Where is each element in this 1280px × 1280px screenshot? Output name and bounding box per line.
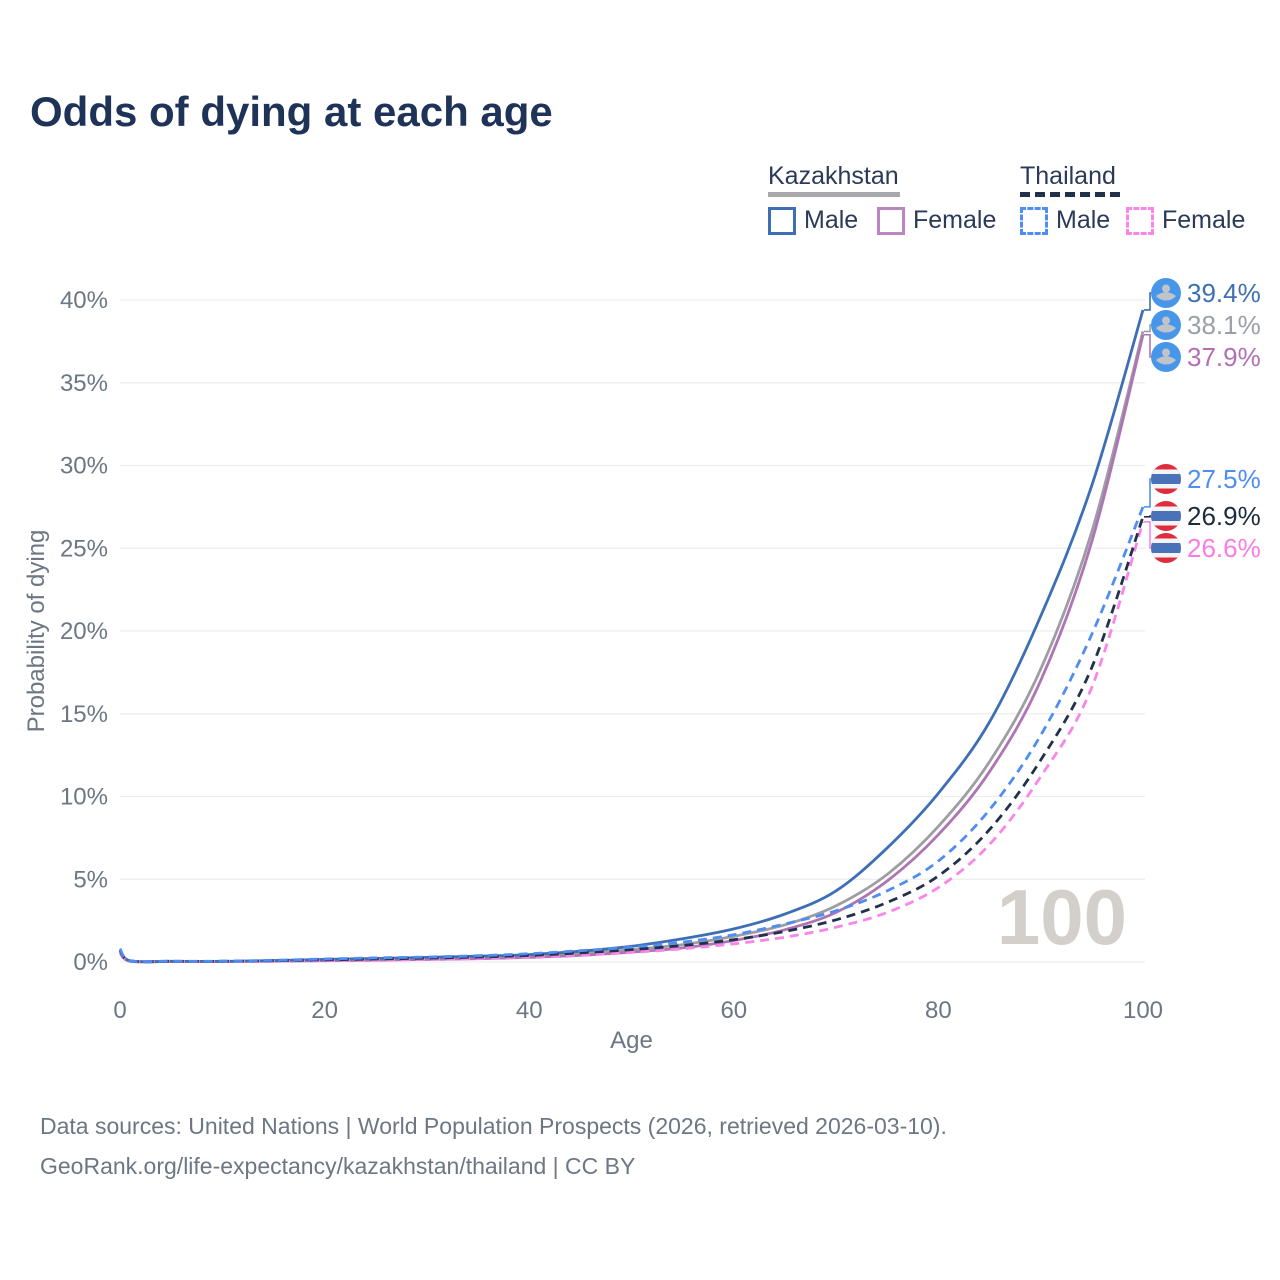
x-tick-label: 60 — [720, 997, 747, 1024]
legend-group-thailand: Thailand — [1020, 162, 1116, 190]
end-value-label-thailand-female: 26.6% — [1187, 533, 1261, 563]
series-line-thailand-female — [118, 521, 1145, 964]
thailand-flag-icon — [1151, 464, 1181, 494]
series-line-thailand-male — [118, 506, 1145, 964]
series-line-thailand-total — [118, 516, 1145, 964]
thailand-male-swatch-icon — [1020, 206, 1048, 235]
y-tick-label: 40% — [60, 287, 108, 314]
y-tick-label: 0% — [73, 949, 108, 976]
x-tick-label: 0 — [113, 997, 126, 1024]
kazakhstan-flag-icon — [1151, 278, 1181, 308]
y-axis-title: Probability of dying — [23, 530, 50, 733]
x-tick-label: 20 — [311, 997, 338, 1024]
legend-item-label: Male — [1056, 206, 1111, 234]
legend-item-kazakhstan-female[interactable]: Female — [877, 206, 996, 235]
kazakhstan-female-swatch-icon — [877, 206, 905, 235]
series-line-kazakhstan-female — [118, 334, 1145, 964]
legend-line-sample-thailand — [1020, 192, 1120, 197]
end-value-label-thailand-total: 26.9% — [1187, 501, 1261, 531]
legend-item-thailand-male[interactable]: Male — [1020, 206, 1110, 235]
y-tick-label: 20% — [60, 618, 108, 645]
x-tick-label: 40 — [516, 997, 543, 1024]
attribution-text: GeoRank.org/life-expectancy/kazakhstan/t… — [40, 1153, 636, 1179]
x-axis-title: Age — [610, 1027, 653, 1054]
y-tick-label: 10% — [60, 784, 108, 811]
x-tick-label: 100 — [1123, 997, 1163, 1024]
legend-item-thailand-female[interactable]: Female — [1126, 206, 1245, 235]
y-tick-label: 35% — [60, 370, 108, 397]
end-value-label-kazakhstan-female: 37.9% — [1187, 342, 1261, 372]
legend-item-label: Male — [804, 206, 859, 234]
end-value-label-thailand-male: 27.5% — [1187, 464, 1261, 494]
series-line-kazakhstan-male — [118, 309, 1145, 964]
legend-item-kazakhstan-male[interactable]: Male — [768, 206, 858, 235]
end-value-label-kazakhstan-male: 39.4% — [1187, 278, 1261, 308]
y-tick-label: 5% — [73, 866, 108, 893]
legend-group-kazakhstan: Kazakhstan — [768, 162, 899, 190]
legend-item-label: Female — [1162, 206, 1246, 234]
y-tick-label: 25% — [60, 535, 108, 562]
chart-title: Odds of dying at each age — [30, 88, 553, 135]
watermark-age: 100 — [997, 873, 1127, 961]
series-line-kazakhstan-total — [118, 331, 1145, 964]
thailand-flag-icon — [1151, 533, 1181, 563]
footer: Data sources: United Nations | World Pop… — [40, 1106, 947, 1186]
legend-line-sample-kazakhstan — [768, 192, 900, 197]
kazakhstan-flag-icon — [1151, 342, 1181, 372]
thailand-female-swatch-icon — [1126, 206, 1154, 235]
data-sources-text: Data sources: United Nations | World Pop… — [40, 1113, 947, 1139]
kazakhstan-male-swatch-icon — [768, 206, 796, 235]
legend-item-label: Female — [913, 206, 997, 234]
kazakhstan-flag-icon — [1151, 310, 1181, 340]
y-tick-label: 15% — [60, 701, 108, 728]
y-tick-label: 30% — [60, 453, 108, 480]
end-value-label-kazakhstan-total: 38.1% — [1187, 310, 1261, 340]
x-tick-label: 80 — [925, 997, 952, 1024]
thailand-flag-icon — [1151, 501, 1181, 531]
